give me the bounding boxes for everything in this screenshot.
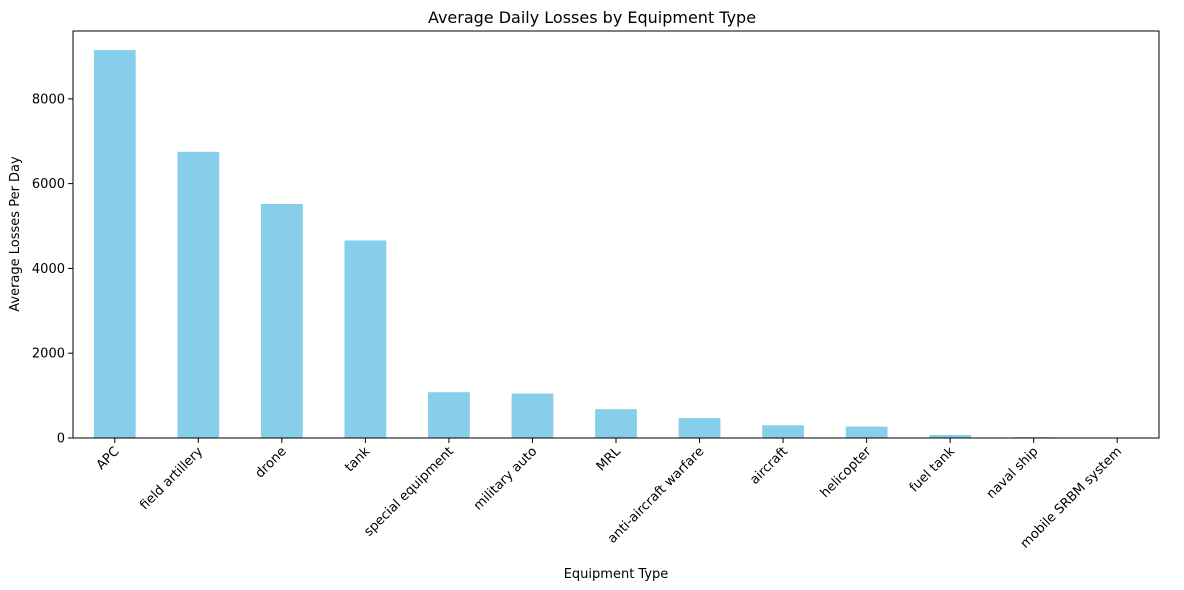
x-tick-label: drone bbox=[253, 444, 290, 481]
x-tick-label: aircraft bbox=[747, 444, 791, 488]
bar-drone bbox=[260, 203, 303, 438]
x-tick-label: special equipment bbox=[361, 444, 456, 539]
y-tick-label: 4000 bbox=[32, 262, 65, 277]
x-tick-label: military auto bbox=[471, 444, 540, 513]
bar-field-artillery bbox=[177, 151, 220, 438]
x-tick-label: helicopter bbox=[818, 444, 875, 501]
x-tick-label: field artillery bbox=[137, 444, 206, 513]
y-axis-label: Average Losses Per Day bbox=[8, 156, 23, 312]
bar-apc bbox=[93, 50, 136, 438]
x-tick-label: tank bbox=[342, 444, 373, 475]
chart-title: Average Daily Losses by Equipment Type bbox=[428, 8, 756, 27]
y-tick-label: 2000 bbox=[32, 347, 65, 362]
bar-fuel-tank bbox=[929, 435, 972, 438]
x-tick-label: fuel tank bbox=[907, 444, 959, 496]
y-tick-label: 6000 bbox=[32, 177, 65, 192]
bar-tank bbox=[344, 240, 387, 438]
bar-aircraft bbox=[762, 425, 804, 438]
y-tick-label: 0 bbox=[57, 432, 65, 447]
y-axis: 0 2000 4000 6000 8000 bbox=[32, 92, 73, 447]
bars-group bbox=[93, 50, 1139, 438]
x-tick-label: anti-aircraft warfare bbox=[605, 444, 707, 546]
x-tick-label: MRL bbox=[594, 444, 625, 475]
plot-frame bbox=[72, 30, 1160, 439]
bar-mrl bbox=[595, 409, 637, 438]
bar-special-equipment bbox=[428, 392, 470, 438]
x-axis-label: Equipment Type bbox=[564, 567, 669, 582]
x-tick-label: naval ship bbox=[984, 444, 1042, 502]
bar-military-auto bbox=[511, 393, 554, 438]
y-tick-label: 8000 bbox=[32, 92, 65, 107]
bar-helicopter bbox=[845, 426, 888, 438]
x-tick-label: APC bbox=[94, 444, 123, 473]
bar-anti-aircraft-warfare bbox=[678, 418, 721, 438]
